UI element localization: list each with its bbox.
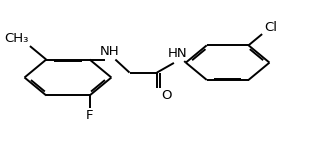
Text: O: O [161, 89, 172, 102]
Text: CH₃: CH₃ [4, 32, 28, 45]
Text: HN: HN [168, 47, 188, 60]
Text: F: F [86, 109, 94, 122]
Text: Cl: Cl [264, 21, 277, 34]
Text: NH: NH [100, 45, 119, 58]
